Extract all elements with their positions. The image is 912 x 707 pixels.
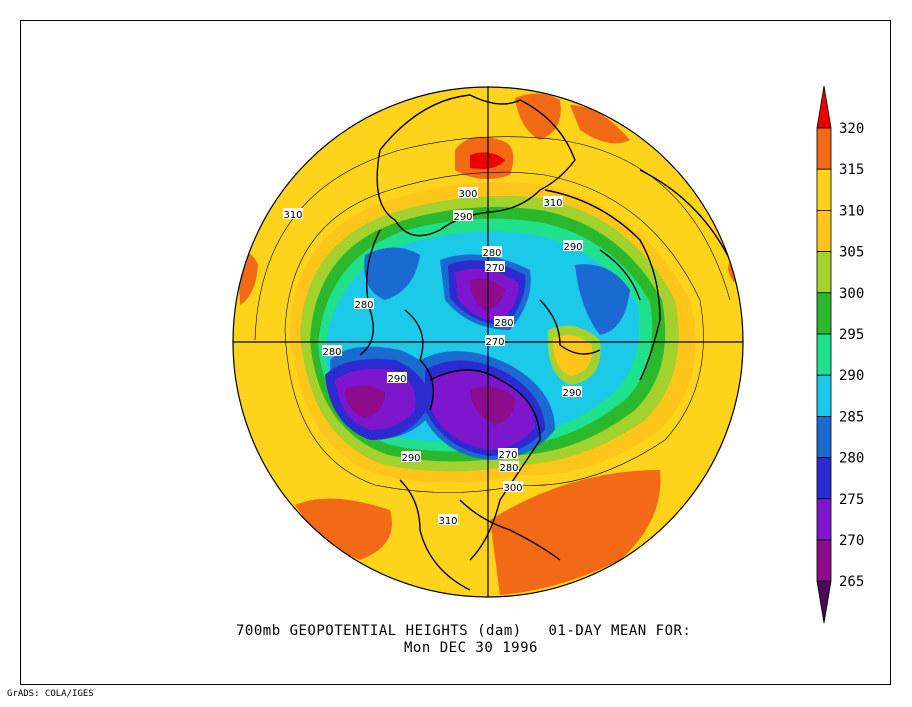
svg-text:270: 270 — [485, 263, 504, 274]
colorbar-swatch — [816, 333, 832, 376]
contour-label: 270 — [485, 335, 505, 348]
colorbar-tick-label: 280 — [839, 451, 864, 467]
plot-frame — [20, 20, 891, 685]
svg-text:290: 290 — [401, 453, 420, 464]
colorbar-tick-label: 320 — [839, 121, 864, 137]
field-265 — [345, 385, 385, 418]
colorbar-tick-label: 310 — [839, 203, 864, 219]
svg-text:270: 270 — [485, 337, 504, 348]
contour-label: 280 — [354, 298, 374, 311]
colorbar-swatch — [816, 539, 832, 582]
contour-label: 290 — [387, 372, 407, 385]
contour-label: 300 — [503, 481, 523, 494]
colorbar-tick-label: 275 — [839, 492, 864, 508]
contour-label: 280 — [494, 316, 514, 329]
footer-credit: GrADS: COLA/IGES — [7, 689, 94, 699]
colorbar: 320 315 310 305 300 295 290 285 280 275 270 265 — [816, 85, 864, 624]
colorbar-swatch — [816, 209, 832, 252]
colorbar-swatch — [816, 251, 832, 294]
contour-label: 310 — [438, 514, 458, 527]
colorbar-swatch — [816, 374, 832, 417]
svg-text:280: 280 — [482, 248, 501, 259]
contour-label: 290 — [401, 451, 421, 464]
svg-text:310: 310 — [438, 516, 457, 527]
coastlines — [359, 94, 731, 591]
svg-text:290: 290 — [562, 388, 581, 399]
colorbar-tick-label: 265 — [839, 574, 864, 590]
svg-text:270: 270 — [498, 450, 517, 461]
contour-label: 300 — [458, 187, 478, 200]
colorbar-swatch — [816, 127, 832, 170]
svg-text:290: 290 — [563, 242, 582, 253]
contour-label: 280 — [499, 461, 519, 474]
colorbar-tick-label: 285 — [839, 409, 864, 425]
contour-label: 280 — [322, 345, 342, 358]
contour-label: 280 — [482, 246, 502, 259]
colorbar-tick-label: 300 — [839, 286, 864, 302]
colorbar-tick-label: 295 — [839, 327, 864, 343]
colorbar-tick-label: 305 — [839, 245, 864, 261]
colorbar-tick-label: 315 — [839, 162, 864, 178]
contour-label: 310 — [283, 208, 303, 221]
contour-label: 290 — [453, 210, 473, 223]
svg-text:300: 300 — [458, 189, 477, 200]
svg-text:280: 280 — [494, 318, 513, 329]
colorbar-swatch — [816, 457, 832, 500]
svg-text:300: 300 — [503, 483, 522, 494]
title-line-2: Mon DEC 30 1996 — [404, 640, 538, 656]
contour-label: 310 — [543, 196, 563, 209]
title-line-1: 700mb GEOPOTENTIAL HEIGHTS (dam) 01-DAY … — [236, 623, 692, 639]
svg-text:290: 290 — [387, 374, 406, 385]
svg-text:280: 280 — [354, 300, 373, 311]
colorbar-bottom-arrow — [816, 580, 832, 624]
colorbar-tick-label: 290 — [839, 368, 864, 384]
colorbar-swatch — [816, 168, 832, 211]
colorbar-swatch — [816, 415, 832, 458]
colorbar-tick-label: 270 — [839, 533, 864, 549]
contour-label: 270 — [485, 261, 505, 274]
colorbar-top-arrow — [816, 85, 832, 129]
svg-text:310: 310 — [543, 198, 562, 209]
svg-text:310: 310 — [283, 210, 302, 221]
svg-text:290: 290 — [453, 212, 472, 223]
contour-label: 290 — [563, 240, 583, 253]
colorbar-swatch — [816, 498, 832, 541]
contour-label: 290 — [562, 386, 582, 399]
contour-label: 270 — [498, 448, 518, 461]
svg-text:280: 280 — [322, 347, 341, 358]
colorbar-swatch — [816, 292, 832, 335]
svg-text:280: 280 — [499, 463, 518, 474]
contour-lines — [254, 136, 731, 493]
